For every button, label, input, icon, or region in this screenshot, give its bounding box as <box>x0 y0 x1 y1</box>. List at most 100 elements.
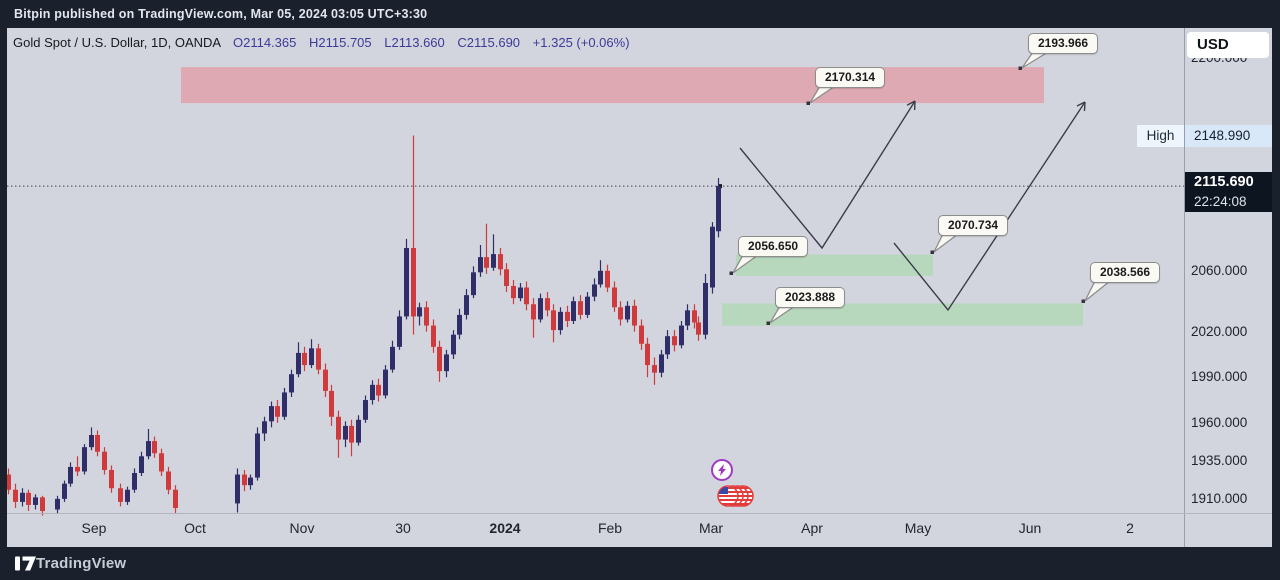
symbol-legend[interactable]: Gold Spot / U.S. Dollar, 1D, OANDA O2114… <box>13 35 630 50</box>
tradingview-logo-icon[interactable] <box>15 556 36 576</box>
candle <box>146 441 151 457</box>
candle <box>7 474 11 490</box>
price-axis-tick: 1935.000 <box>1191 452 1248 468</box>
candle <box>55 498 60 510</box>
candle <box>289 374 294 393</box>
callout-anchor-dot[interactable] <box>729 271 734 276</box>
callout-anchor-dot[interactable] <box>766 321 771 326</box>
callout-anchor-dot[interactable] <box>930 250 935 255</box>
candle <box>75 466 80 472</box>
candle <box>672 336 677 346</box>
candle <box>343 425 348 440</box>
time-axis-label: Oct <box>184 520 206 536</box>
candle <box>538 298 543 320</box>
current-price: 2115.690 <box>1194 174 1254 191</box>
candle <box>404 247 409 317</box>
candle <box>692 310 697 323</box>
candlestick-chart-canvas[interactable] <box>7 28 1272 547</box>
candle <box>109 469 114 489</box>
candle <box>262 421 267 434</box>
resistance-zone[interactable] <box>181 67 1044 104</box>
price-callout[interactable]: 2038.566 <box>1090 262 1161 283</box>
support-zone-1[interactable] <box>736 254 933 276</box>
candle <box>645 343 650 366</box>
symbol-title[interactable]: Gold Spot / U.S. Dollar, 1D, OANDA <box>13 35 221 50</box>
candle <box>173 489 178 508</box>
candle <box>565 311 570 321</box>
candle <box>26 492 31 505</box>
callout-anchor-dot[interactable] <box>1081 299 1086 304</box>
candle <box>703 282 708 335</box>
candle <box>275 406 280 417</box>
currency-toggle-button[interactable]: USD <box>1187 32 1269 58</box>
candle <box>518 287 523 299</box>
flag-stripe <box>718 495 738 497</box>
candle <box>511 286 516 299</box>
candle <box>491 254 496 268</box>
price-axis-separator[interactable] <box>1184 28 1185 547</box>
candle <box>612 287 617 308</box>
ohlc-high: H2115.705 <box>308 35 372 50</box>
price-callout[interactable]: 2023.888 <box>775 287 846 308</box>
candle <box>417 307 422 317</box>
candle <box>159 453 164 472</box>
candle <box>309 348 314 366</box>
candle <box>504 269 509 287</box>
candle <box>592 284 597 297</box>
candle <box>478 257 483 273</box>
time-axis-separator[interactable] <box>7 513 1272 514</box>
projection-trend-line[interactable] <box>893 101 1086 312</box>
candle <box>269 406 274 422</box>
candle <box>40 497 45 512</box>
candle <box>152 441 157 454</box>
candle <box>558 311 563 331</box>
candle <box>242 474 247 486</box>
support-zone-2[interactable] <box>722 303 1083 326</box>
candle <box>323 369 328 391</box>
candle <box>370 384 375 401</box>
price-callout[interactable]: 2056.650 <box>738 236 809 257</box>
candle <box>585 296 590 315</box>
candle <box>659 354 664 373</box>
candle <box>282 392 287 417</box>
callout-tail <box>1021 51 1051 69</box>
arrowhead <box>1076 101 1086 107</box>
candle <box>255 433 260 478</box>
candle <box>349 425 354 443</box>
projection-trend-line[interactable] <box>739 100 916 250</box>
bar-countdown: 22:24:08 <box>1194 194 1247 210</box>
callout-anchor-dot[interactable] <box>806 101 811 106</box>
candle <box>598 270 603 285</box>
candle <box>716 186 721 232</box>
tradingview-brand-text[interactable]: TradingView <box>36 555 127 572</box>
arrowhead <box>906 100 916 106</box>
price-callout[interactable]: 2070.734 <box>938 215 1009 236</box>
time-axis-label: Jun <box>1018 520 1042 536</box>
flag-stripe <box>718 503 738 505</box>
candle <box>411 247 416 317</box>
chart-panel[interactable]: Gold Spot / U.S. Dollar, 1D, OANDA O2114… <box>7 28 1272 547</box>
high-label: High <box>1137 124 1184 147</box>
ohlc-change: +1.325 (+0.06%) <box>532 35 630 50</box>
time-axis-label: 2024 <box>489 520 521 536</box>
candle <box>336 416 341 440</box>
publication-header: Bitpin published on TradingView.com, Mar… <box>0 0 1280 28</box>
candle <box>618 307 623 320</box>
flag-canton <box>719 487 728 494</box>
price-axis-tick: 1990.000 <box>1191 369 1248 385</box>
callout-anchor-dot[interactable] <box>1018 66 1023 71</box>
candle <box>578 301 583 315</box>
candle <box>82 447 87 472</box>
time-axis-label: May <box>904 520 932 536</box>
candle <box>437 346 442 372</box>
price-callout[interactable]: 2193.966 <box>1028 33 1099 54</box>
price-callout[interactable]: 2170.314 <box>815 67 886 88</box>
price-axis-tick: 2060.000 <box>1191 262 1248 278</box>
publication-text: Bitpin published on TradingView.com, Mar… <box>14 7 428 21</box>
candle <box>20 492 25 502</box>
candle <box>102 451 107 470</box>
time-axis-label: Apr <box>801 520 823 536</box>
candle <box>652 365 657 373</box>
candle <box>457 314 462 335</box>
